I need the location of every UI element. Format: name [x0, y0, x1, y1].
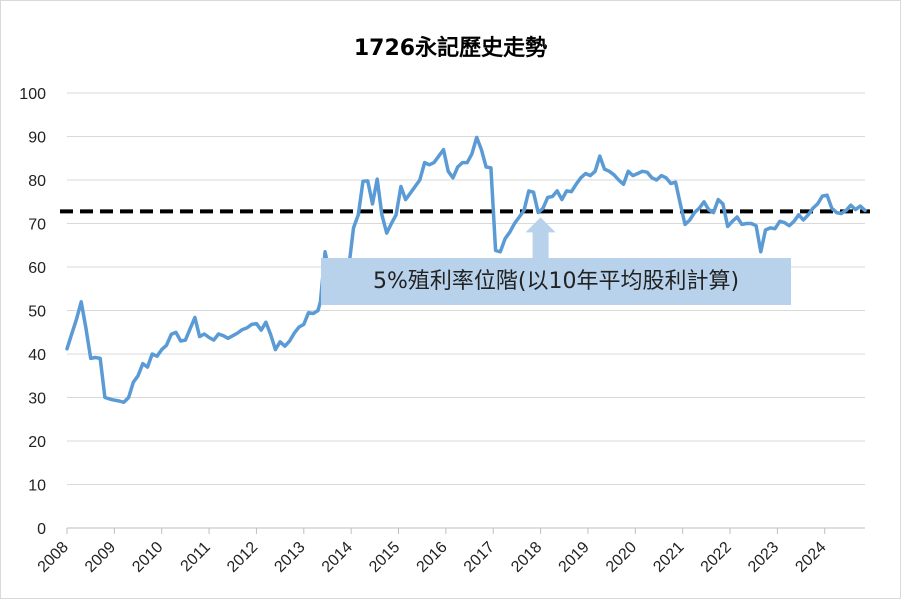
x-tick-label: 2018: [508, 539, 545, 576]
chart-title: 1726永記歷史走勢: [353, 36, 548, 61]
annotation-arrow: [525, 217, 556, 258]
y-tick-label: 0: [37, 521, 46, 538]
x-tick-label: 2023: [745, 539, 782, 576]
y-tick-label: 10: [28, 478, 46, 495]
x-tick-label: 2012: [224, 539, 261, 576]
y-tick-label: 40: [28, 347, 46, 364]
y-tick-label: 30: [28, 391, 46, 408]
x-axis: 2008 2009 2010 2011 2012 2013 2014 2015 2016 2017…: [35, 527, 865, 576]
x-tick-label: 2019: [556, 539, 593, 576]
y-tick-label: 100: [19, 86, 46, 103]
annotation-text: 5%殖利率位階(以10年平均股利計算): [372, 269, 740, 294]
x-tick-label: 2013: [271, 539, 308, 576]
y-tick-label: 20: [28, 434, 46, 451]
x-tick-label: 2022: [698, 539, 735, 576]
annotation-box: 5%殖利率位階(以10年平均股利計算): [321, 258, 791, 305]
y-tick-label: 90: [28, 130, 46, 147]
y-axis-ticks: 0 10 20 30 40 50 60 70 80 90 100: [19, 86, 46, 538]
x-tick-label: 2014: [319, 539, 356, 576]
x-tick-label: 2008: [35, 539, 72, 576]
x-tick-label: 2024: [792, 539, 829, 576]
y-tick-label: 70: [28, 217, 46, 234]
x-tick-label: 2010: [129, 539, 166, 576]
x-tick-label: 2011: [178, 539, 214, 575]
annotation-arrow-shape: [525, 217, 556, 258]
x-tick-label: 2016: [414, 539, 451, 576]
y-tick-label: 50: [28, 304, 46, 321]
series-group: [65, 135, 867, 405]
series-line-0: [65, 135, 867, 405]
y-tick-label: 60: [28, 260, 46, 277]
x-tick-label: 2020: [603, 539, 640, 576]
x-tick-label: 2021: [650, 539, 687, 576]
x-tick-label: 2015: [366, 539, 403, 576]
x-tick-label: 2009: [82, 539, 119, 576]
x-tick-label: 2017: [461, 539, 498, 576]
y-tick-label: 80: [28, 173, 46, 190]
